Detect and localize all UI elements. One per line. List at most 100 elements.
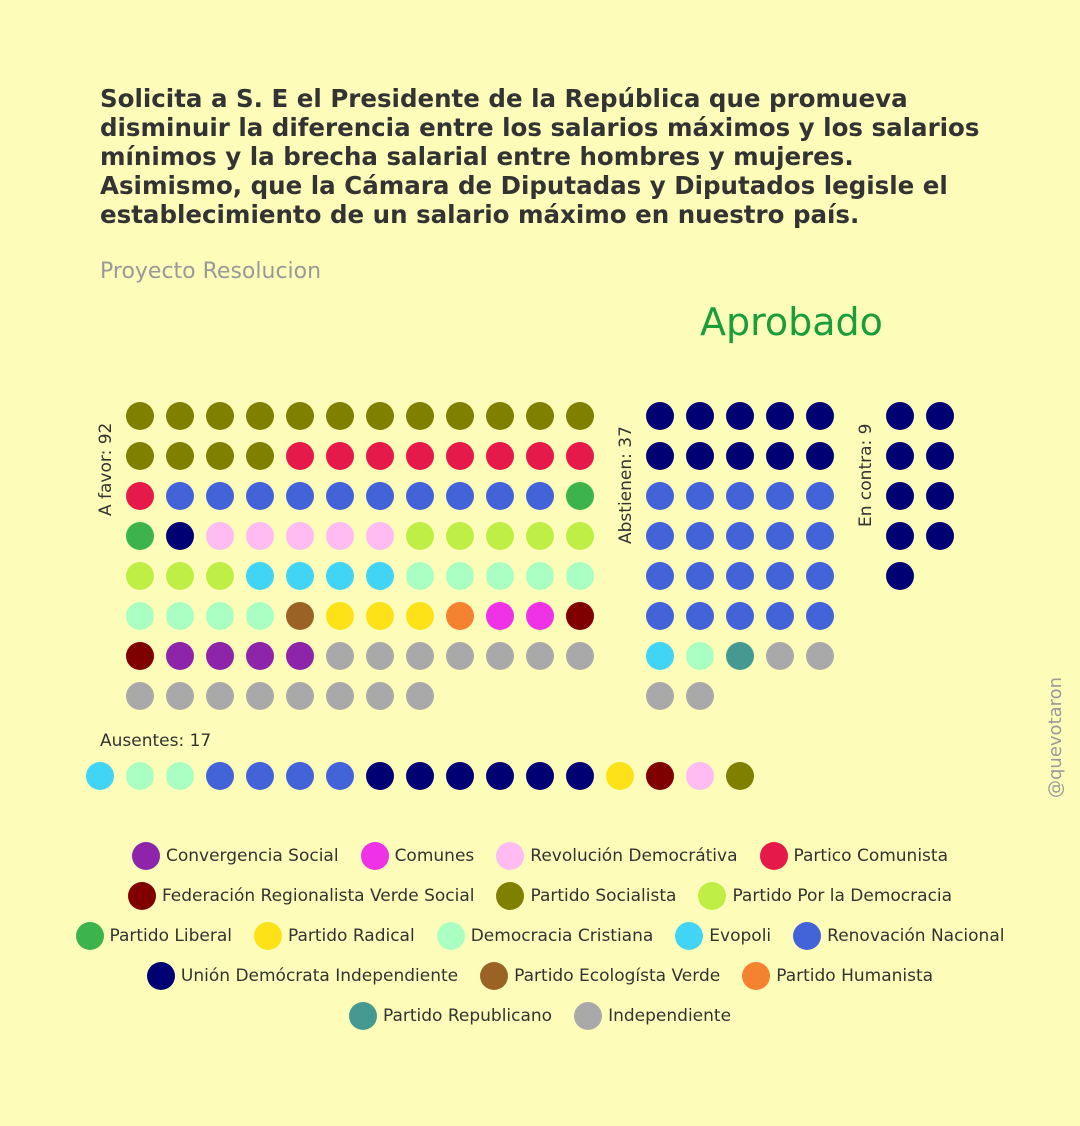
seat-dot — [126, 522, 154, 550]
waffle-chart — [86, 402, 954, 790]
legend-row: Federación Regionalista Verde Social Part… — [0, 876, 1080, 916]
seat-dot — [446, 642, 474, 670]
seat-dot — [446, 762, 474, 790]
seat-dot — [566, 562, 594, 590]
seat-dot — [646, 682, 674, 710]
legend-label: Partido Republicano — [382, 1006, 553, 1026]
seat-dot — [326, 762, 354, 790]
seat-dot — [326, 402, 354, 430]
seat-dot — [166, 442, 194, 470]
seat-dot — [406, 522, 434, 550]
legend-item: Democracia Cristiana — [436, 922, 654, 950]
seat-dot — [446, 442, 474, 470]
seat-dot — [646, 442, 674, 470]
seat-dot — [726, 402, 754, 430]
legend-item: Comunes — [360, 842, 475, 870]
seat-dot — [206, 402, 234, 430]
seat-dot — [526, 482, 554, 510]
seat-dot — [566, 762, 594, 790]
seat-dot — [366, 602, 394, 630]
legend-label: Unión Demócrata Independiente — [180, 966, 459, 986]
seat-dot — [246, 522, 274, 550]
legend-item: Partido Socialista — [496, 882, 676, 910]
seat-dot — [246, 482, 274, 510]
legend-label: Federación Regionalista Verde Social — [161, 886, 475, 906]
legend-row: Partido Republicano Independiente — [0, 996, 1080, 1036]
legend-label: Comunes — [394, 846, 475, 866]
seat-dot — [686, 522, 714, 550]
seat-dot — [406, 402, 434, 430]
seat-dot — [526, 402, 554, 430]
legend-swatch — [742, 962, 771, 990]
chart-subtitle: Proyecto Resolucion — [100, 259, 322, 284]
seat-dot — [886, 522, 914, 550]
seat-dot — [486, 562, 514, 590]
seat-dot — [126, 482, 154, 510]
legend-label: Partido Liberal — [109, 926, 232, 946]
chart-title: Solicita a S. E el Presidente de la Repú… — [100, 84, 980, 229]
legend-swatch — [360, 842, 389, 870]
seat-dot — [926, 442, 954, 470]
seat-dot — [726, 442, 754, 470]
seat-dot — [126, 442, 154, 470]
seat-dot — [486, 602, 514, 630]
seat-dot — [246, 402, 274, 430]
legend-row: Convergencia Social Comunes Revolución Dem… — [0, 836, 1080, 876]
seat-dot — [166, 642, 194, 670]
legend-label: Partico Comunista — [793, 846, 948, 866]
seat-dot — [486, 402, 514, 430]
legend-item: Revolución Democrátiva — [496, 842, 738, 870]
legend-item: Evopoli — [675, 922, 771, 950]
seat-dot — [806, 442, 834, 470]
vote-result: Aprobado — [700, 300, 883, 344]
seat-dot — [606, 762, 634, 790]
seat-dot — [766, 522, 794, 550]
seat-dot — [446, 402, 474, 430]
seat-dot — [406, 562, 434, 590]
seat-dot — [686, 402, 714, 430]
legend-item: Partido Liberal — [75, 922, 232, 950]
legend-swatch — [496, 882, 525, 910]
seat-dot — [246, 602, 274, 630]
seat-dot — [526, 642, 554, 670]
seat-dot — [126, 602, 154, 630]
seat-dot — [286, 562, 314, 590]
seat-dot — [526, 522, 554, 550]
seat-dot — [766, 642, 794, 670]
seat-dot — [366, 762, 394, 790]
seat-dot — [286, 762, 314, 790]
legend-swatch — [436, 922, 465, 950]
seat-dot — [926, 482, 954, 510]
legend-item: Partico Comunista — [759, 842, 948, 870]
seat-dot — [686, 602, 714, 630]
seat-dot — [206, 442, 234, 470]
seat-dot — [486, 482, 514, 510]
seat-dot — [806, 522, 834, 550]
legend-swatch — [793, 922, 822, 950]
legend-label: Partido Por la Democracia — [732, 886, 953, 906]
seat-dot — [166, 762, 194, 790]
seat-dot — [326, 482, 354, 510]
legend-label: Convergencia Social — [165, 846, 339, 866]
seat-dot — [766, 562, 794, 590]
seat-dot — [566, 642, 594, 670]
legend-item: Unión Demócrata Independiente — [146, 962, 459, 990]
legend-swatch — [75, 922, 104, 950]
seat-dot — [286, 602, 314, 630]
seat-dot — [566, 602, 594, 630]
seat-dot — [566, 442, 594, 470]
seat-dot — [726, 602, 754, 630]
legend-item: Partido Por la Democracia — [698, 882, 952, 910]
legend-swatch — [496, 842, 525, 870]
seat-dot — [246, 642, 274, 670]
seat-dot — [286, 442, 314, 470]
seat-dot — [926, 522, 954, 550]
seat-dot — [726, 642, 754, 670]
legend-label: Partido Socialista — [530, 886, 677, 906]
legend-label: Partido Ecologísta Verde — [514, 966, 721, 986]
seat-dot — [646, 642, 674, 670]
legend-label: Democracia Cristiana — [470, 926, 654, 946]
seat-dot — [286, 482, 314, 510]
seat-dot — [446, 602, 474, 630]
legend-item: Renovación Nacional — [793, 922, 1004, 950]
